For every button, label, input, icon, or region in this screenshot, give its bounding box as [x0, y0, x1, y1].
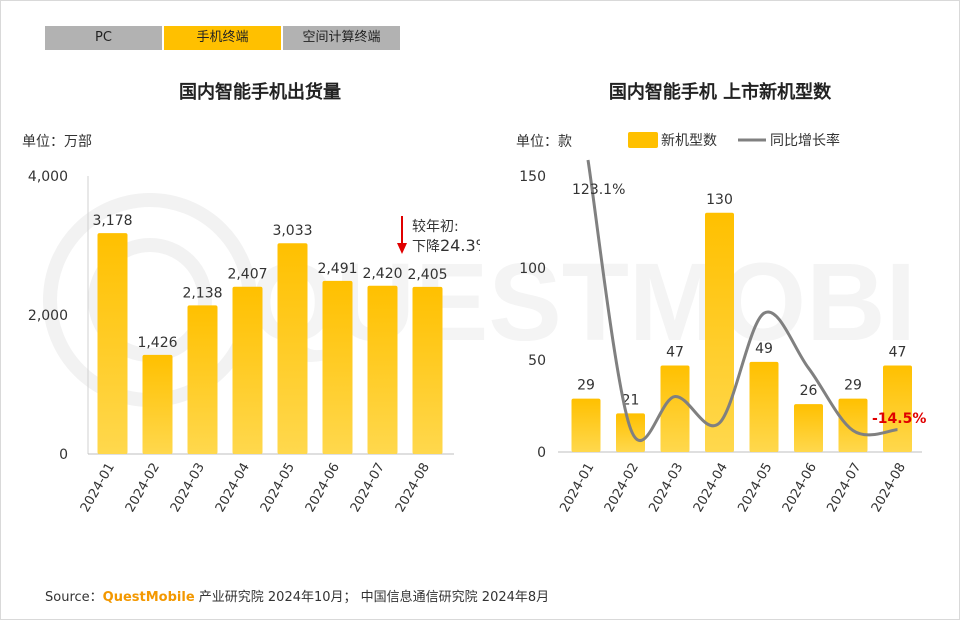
x-tick-label: 2024-03	[646, 461, 686, 516]
bar	[367, 285, 398, 454]
source-prefix: Source：	[45, 590, 103, 605]
x-tick-label: 2024-06	[780, 461, 820, 516]
chart1-unit-label: 单位：万部	[22, 134, 92, 150]
legend-bar-swatch	[628, 132, 658, 148]
bar	[232, 286, 263, 454]
bar-value-label: 21	[622, 392, 640, 408]
bar	[571, 398, 601, 452]
bar-value-label: 2,491	[317, 261, 357, 277]
bar-value-label: 3,178	[92, 213, 132, 229]
bar	[838, 398, 868, 452]
growth-rate-line	[586, 159, 898, 442]
x-tick-label: 2024-05	[735, 461, 775, 516]
bar-value-label: 130	[706, 192, 733, 208]
y-tick-label: 50	[528, 353, 546, 369]
bar	[187, 305, 218, 454]
y-tick-label: 0	[537, 445, 546, 461]
bar	[142, 354, 173, 454]
tab-bar: PC 手机终端 空间计算终端	[45, 26, 402, 50]
tab-spatial-computing[interactable]: 空间计算终端	[283, 26, 402, 50]
source-text: 产业研究院 2024年10月； 中国信息通信研究院 2024年8月	[194, 590, 550, 605]
bar	[705, 212, 734, 452]
bar-value-label: 1,426	[137, 335, 177, 351]
bar-value-label: 2,138	[182, 285, 222, 301]
y-tick-label: 0	[59, 447, 68, 463]
bar-value-label: 47	[889, 345, 907, 361]
bar-value-label: 26	[800, 383, 818, 399]
bar	[412, 286, 443, 454]
y-tick-label: 100	[519, 261, 546, 277]
bar	[883, 365, 912, 452]
y-tick-label: 2,000	[28, 308, 68, 324]
legend-line-label: 同比增长率	[770, 132, 840, 149]
bar	[749, 361, 779, 452]
chart1-title: 国内智能手机出货量	[179, 82, 341, 103]
x-tick-label: 2024-02	[602, 461, 642, 516]
legend-bar-label: 新机型数	[661, 133, 717, 149]
annotation-value: 24.3%	[440, 236, 480, 255]
bar-value-label: 29	[844, 378, 862, 394]
annotation-line2: 下降24.3%	[412, 236, 480, 255]
bar	[616, 413, 645, 452]
chart1-svg: 02,0004,0003,1782024-011,4262024-022,138…	[28, 169, 480, 515]
annotation-line1: 较年初:	[412, 218, 459, 235]
source-brand: QuestMobile	[102, 590, 195, 605]
growth-label-last: -14.5%	[872, 411, 926, 427]
bar-value-label: 2,405	[407, 267, 447, 283]
x-tick-label: 2024-08	[869, 461, 909, 516]
bar	[277, 243, 308, 454]
y-tick-label: 150	[519, 169, 546, 185]
chart2-title: 国内智能手机 上市新机型数	[608, 82, 832, 103]
bar-value-label: 49	[755, 341, 773, 357]
x-tick-label: 2024-01	[557, 461, 597, 516]
down-arrow-head	[397, 243, 407, 254]
source-note: Source：QuestMobile 产业研究院 2024年10月； 中国信息通…	[45, 586, 549, 605]
bar	[97, 233, 128, 454]
bar	[322, 280, 353, 454]
bar-value-label: 29	[577, 378, 595, 394]
bar-value-label: 2,407	[227, 267, 267, 283]
bar-value-label: 2,420	[362, 266, 402, 282]
bar-value-label: 47	[666, 345, 684, 361]
bar	[660, 365, 690, 452]
y-tick-label: 4,000	[28, 169, 68, 185]
tab-mobile[interactable]: 手机终端	[164, 26, 283, 50]
chart2-unit-label: 单位：款	[516, 134, 572, 150]
annotation-prefix: 下降	[412, 239, 440, 255]
x-tick-label: 2024-04	[691, 461, 731, 516]
bar	[794, 404, 823, 452]
chart2-svg: 0 50 100 150 新机型数 同比增长率 29 2024-01 21 2024-02 47 20…	[519, 132, 926, 516]
growth-label-first: 123.1%	[572, 182, 625, 198]
x-tick-label: 2024-07	[824, 461, 864, 516]
bar-value-label: 3,033	[272, 223, 312, 239]
tab-pc[interactable]: PC	[45, 26, 164, 50]
